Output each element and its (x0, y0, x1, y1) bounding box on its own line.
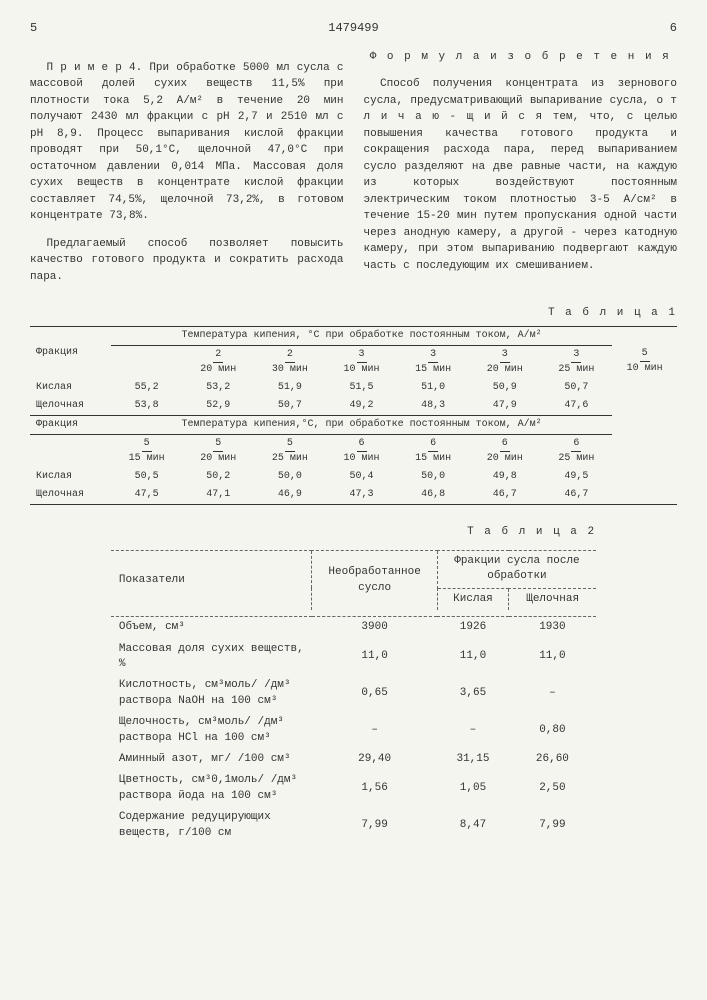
t1-cell: 46,8 (397, 486, 469, 504)
t2-cell: 0,80 (509, 712, 596, 749)
t2-cell: 3,65 (437, 675, 508, 712)
t2-h-raw: Необработанное сусло (312, 551, 437, 611)
conclusion-text: Предлагаемый способ позволяет повысить к… (30, 236, 344, 286)
t1-col-header: 310 мин (326, 345, 398, 379)
t2-row-label: Кислотность, см³моль/ /дм³ раствора NaOH… (111, 675, 312, 712)
t2-cell: 11,0 (437, 639, 508, 676)
t1-row-label: Щелочная (30, 397, 111, 416)
t2-cell: 1,05 (437, 770, 508, 807)
example-4-text: П р и м е р 4. При обработке 5000 мл сус… (30, 60, 344, 225)
t1-temp-header-2: Температура кипения,°С, при обработке по… (111, 415, 612, 434)
t1-cell: 50,7 (254, 397, 326, 416)
t1-cell: 52,9 (182, 397, 254, 416)
t2-row-label: Массовая доля сухих веществ, % (111, 639, 312, 676)
t2-cell: 11,0 (312, 639, 437, 676)
t1-temp-header: Температура кипения, °С при обработке по… (111, 327, 612, 346)
t2-row-label: Щелочность, см³моль/ /дм³ раствора HCl н… (111, 712, 312, 749)
t2-cell: 2,50 (509, 770, 596, 807)
col-num-left: 5 (30, 20, 37, 37)
doc-number: 1479499 (328, 21, 378, 35)
t1-cell: 47,3 (326, 486, 398, 504)
t2-cell: 31,15 (437, 749, 508, 770)
right-column: Ф о р м у л а и з о б р е т е н и я Спос… (364, 49, 678, 297)
t1-cell: 46,7 (541, 486, 613, 504)
t1-cell: 51,5 (326, 379, 398, 397)
t1-col-header: 620 мин (469, 434, 541, 468)
claim-text: Способ получения концентрата из зерновог… (364, 76, 678, 274)
t2-cell: 1,56 (312, 770, 437, 807)
t1-cell: 50,0 (254, 468, 326, 486)
t1-col-header: 610 мин (326, 434, 398, 468)
t1-cell: 50,7 (541, 379, 613, 397)
t1-col-header: 515 мин (111, 434, 183, 468)
left-column: П р и м е р 4. При обработке 5000 мл сус… (30, 49, 344, 297)
t1-row-label: Кислая (30, 468, 111, 486)
t1-fraction-header: Фракция (30, 327, 111, 379)
t1-cell: 50,5 (111, 468, 183, 486)
t1-row-label: Кислая (30, 379, 111, 397)
t1-col-header: 525 мин (254, 434, 326, 468)
t1-cell: 50,9 (469, 379, 541, 397)
t2-h-indicators: Показатели (111, 551, 312, 611)
t2-h-acid: Кислая (437, 588, 508, 610)
t1-cell: 46,9 (254, 486, 326, 504)
t2-cell: 3900 (312, 617, 437, 639)
t1-col-header: 615 мин (397, 434, 469, 468)
t2-cell: – (437, 712, 508, 749)
t1-cell: 46,7 (469, 486, 541, 504)
t2-row-label: Аминный азот, мг/ /100 см³ (111, 749, 312, 770)
formula-title: Ф о р м у л а и з о б р е т е н и я (364, 49, 678, 66)
table2-label: Т а б л и ц а 2 (111, 525, 596, 540)
t1-cell: 47,1 (182, 486, 254, 504)
t2-cell: 26,60 (509, 749, 596, 770)
t1-cell: 51,9 (254, 379, 326, 397)
t2-row-label: Содержание редуцирующих веществ, г/100 с… (111, 807, 312, 844)
t2-cell: 7,99 (509, 807, 596, 844)
t2-cell: – (509, 675, 596, 712)
t2-h-alkaline: Щелочная (509, 588, 596, 610)
table-2: Показатели Необработанное сусло Фракции … (111, 544, 596, 844)
t1-cell: 49,8 (469, 468, 541, 486)
t1-col-header: 510 мин (612, 345, 677, 379)
t1-cell: 51,0 (397, 379, 469, 397)
t2-cell: 8,47 (437, 807, 508, 844)
t2-cell: 7,99 (312, 807, 437, 844)
two-column-text: П р и м е р 4. При обработке 5000 мл сус… (30, 49, 677, 297)
t1-fraction-header-2: Фракция (30, 415, 111, 434)
t1-col-header: 220 мин (182, 345, 254, 379)
t2-cell: 1926 (437, 617, 508, 639)
t1-cell: 53,8 (111, 397, 183, 416)
t2-row-label: Цветность, см³0,1моль/ /дм³ раствора йод… (111, 770, 312, 807)
t1-row-label: Щелочная (30, 486, 111, 504)
t1-cell: 50,0 (397, 468, 469, 486)
t1-col-header: 325 мин (541, 345, 613, 379)
t1-cell: 55,2 (111, 379, 183, 397)
t2-cell: – (312, 712, 437, 749)
t1-col-header: 315 мин (397, 345, 469, 379)
t2-h-fractions: Фракции сусла после обработки (437, 551, 596, 589)
t1-cell: 47,5 (111, 486, 183, 504)
t1-cell: 50,4 (326, 468, 398, 486)
table1-label: Т а б л и ц а 1 (30, 306, 677, 321)
col-num-right: 6 (670, 20, 677, 37)
t1-col-header: 230 мин (254, 345, 326, 379)
t1-cell: 49,5 (541, 468, 613, 486)
t2-cell: 29,40 (312, 749, 437, 770)
t2-row-label: Объем, см³ (111, 617, 312, 639)
t1-cell: 47,6 (541, 397, 613, 416)
t1-cell: 50,2 (182, 468, 254, 486)
t1-cell: 47,9 (469, 397, 541, 416)
t2-cell: 0,65 (312, 675, 437, 712)
t1-cell: 53,2 (182, 379, 254, 397)
t1-col-header: 625 мин (541, 434, 613, 468)
t2-cell: 1930 (509, 617, 596, 639)
table-1: Фракция Температура кипения, °С при обра… (30, 327, 677, 504)
t1-col-header: 520 мин (182, 434, 254, 468)
t1-col-header: 320 мин (469, 345, 541, 379)
t1-cell: 48,3 (397, 397, 469, 416)
t1-cell: 49,2 (326, 397, 398, 416)
t2-cell: 11,0 (509, 639, 596, 676)
